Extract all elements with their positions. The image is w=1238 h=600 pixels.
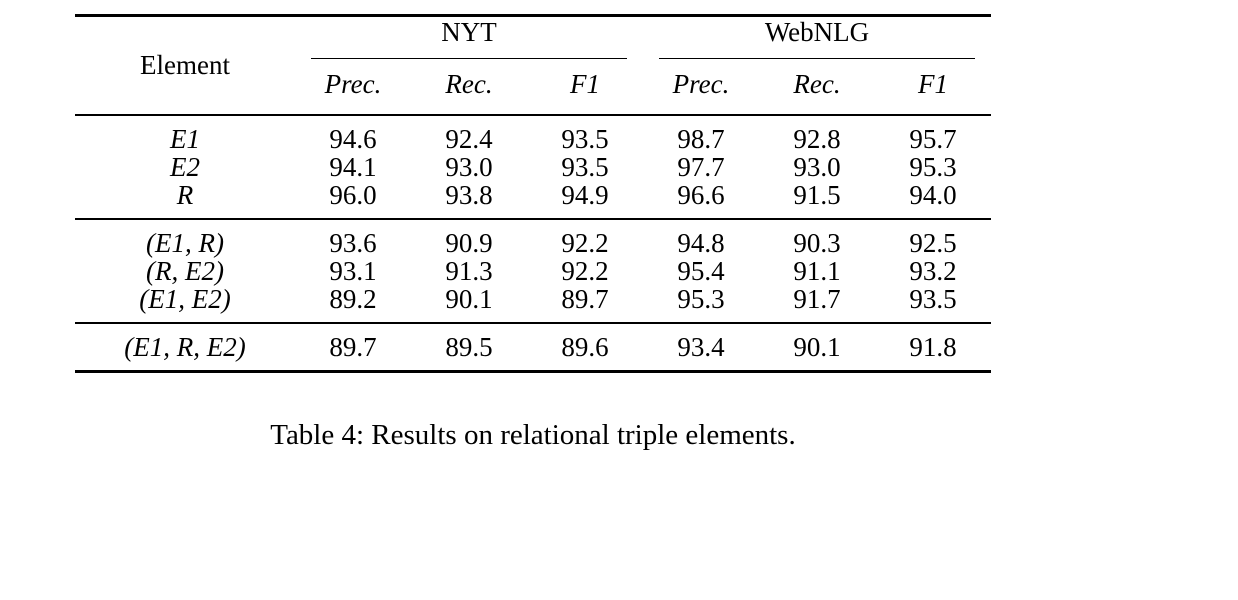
metric-cell: 90.1 (445, 284, 493, 314)
metric-cell: 91.8 (909, 332, 957, 362)
metric-cell: 92.2 (561, 228, 609, 258)
table-row: (E1, E2) 89.2 90.1 89.7 95.3 91.7 93.5 (75, 285, 991, 323)
metric-cell: 93.0 (793, 152, 841, 182)
column-header-prec-nyt: Prec. (324, 69, 382, 99)
metric-cell: 95.3 (909, 152, 957, 182)
metric-cell: 93.1 (329, 256, 377, 286)
element-label: R (176, 180, 194, 210)
metric-cell: 94.1 (329, 152, 377, 182)
metric-cell: 96.0 (329, 180, 377, 210)
metric-cell: 92.5 (909, 228, 957, 258)
metric-cell: 92.4 (445, 124, 493, 154)
column-header-f1-nyt: F1 (570, 69, 600, 99)
metric-cell: 93.6 (329, 228, 377, 258)
table-row: (E1, R, E2) 89.7 89.5 89.6 93.4 90.1 91.… (75, 323, 991, 372)
metric-cell: 93.5 (561, 124, 609, 154)
pair-element-group: (E1, R) 93.6 90.9 92.2 94.8 90.3 92.5 (R… (75, 219, 991, 323)
metric-cell: 89.7 (329, 332, 377, 362)
column-header-f1-webnlg: F1 (918, 69, 948, 99)
element-label: (E1, E2) (139, 284, 231, 314)
table-row: R 96.0 93.8 94.9 96.6 91.5 94.0 (75, 181, 991, 219)
metric-cell: 91.3 (445, 256, 493, 286)
group-header-nyt: NYT (295, 16, 643, 59)
metric-cell: 89.6 (561, 332, 609, 362)
results-table: Element NYT WebNLG Prec. Rec. F1 Prec. R… (75, 14, 991, 373)
metric-cell: 90.9 (445, 228, 493, 258)
metric-cell: 95.3 (677, 284, 725, 314)
table-row: E2 94.1 93.0 93.5 97.7 93.0 95.3 (75, 153, 991, 181)
metric-cell: 96.6 (677, 180, 725, 210)
metric-cell: 98.7 (677, 124, 725, 154)
element-label: E1 (170, 124, 200, 154)
column-header-element: Element (140, 50, 230, 80)
metric-cell: 94.0 (909, 180, 957, 210)
metric-cell: 93.5 (909, 284, 957, 314)
metric-cell: 91.7 (793, 284, 841, 314)
metric-cell: 93.4 (677, 332, 725, 362)
metric-cell: 90.1 (793, 332, 841, 362)
metric-cell: 89.5 (445, 332, 493, 362)
group-header-row: Element NYT WebNLG (75, 16, 991, 80)
metric-cell: 94.8 (677, 228, 725, 258)
metric-cell: 97.7 (677, 152, 725, 182)
table-header: Element NYT WebNLG Prec. Rec. F1 Prec. R… (75, 16, 991, 115)
metric-cell: 95.4 (677, 256, 725, 286)
table-row: (R, E2) 93.1 91.3 92.2 95.4 91.1 93.2 (75, 257, 991, 285)
element-label: E2 (170, 152, 200, 182)
group-label-nyt: NYT (311, 17, 627, 59)
metric-cell: 92.8 (793, 124, 841, 154)
metric-cell: 90.3 (793, 228, 841, 258)
sub-header-row: Prec. Rec. F1 Prec. Rec. F1 (75, 59, 991, 115)
metric-cell: 91.1 (793, 256, 841, 286)
triple-element-group: (E1, R, E2) 89.7 89.5 89.6 93.4 90.1 91.… (75, 323, 991, 372)
single-element-group: E1 94.6 92.4 93.5 98.7 92.8 95.7 E2 94.1… (75, 115, 991, 219)
metric-cell: 94.9 (561, 180, 609, 210)
metric-cell: 93.2 (909, 256, 957, 286)
group-label-webnlg: WebNLG (659, 17, 975, 59)
metric-cell: 92.2 (561, 256, 609, 286)
metric-cell: 93.0 (445, 152, 493, 182)
column-header-rec-webnlg: Rec. (793, 69, 841, 99)
element-label: (R, E2) (146, 256, 224, 286)
metric-cell: 89.7 (561, 284, 609, 314)
metric-cell: 91.5 (793, 180, 841, 210)
column-header-rec-nyt: Rec. (445, 69, 493, 99)
metric-cell: 93.8 (445, 180, 493, 210)
group-header-webnlg: WebNLG (643, 16, 991, 59)
table-row: (E1, R) 93.6 90.9 92.2 94.8 90.3 92.5 (75, 219, 991, 257)
table-container: Element NYT WebNLG Prec. Rec. F1 Prec. R… (75, 14, 991, 452)
metric-cell: 95.7 (909, 124, 957, 154)
table-caption: Table 4: Results on relational triple el… (270, 419, 796, 451)
metric-cell: 89.2 (329, 284, 377, 314)
table-row: E1 94.6 92.4 93.5 98.7 92.8 95.7 (75, 115, 991, 153)
metric-cell: 93.5 (561, 152, 609, 182)
element-label: (E1, R, E2) (124, 332, 246, 362)
element-label: (E1, R) (146, 228, 224, 258)
metric-cell: 94.6 (329, 124, 377, 154)
column-header-prec-webnlg: Prec. (672, 69, 730, 99)
